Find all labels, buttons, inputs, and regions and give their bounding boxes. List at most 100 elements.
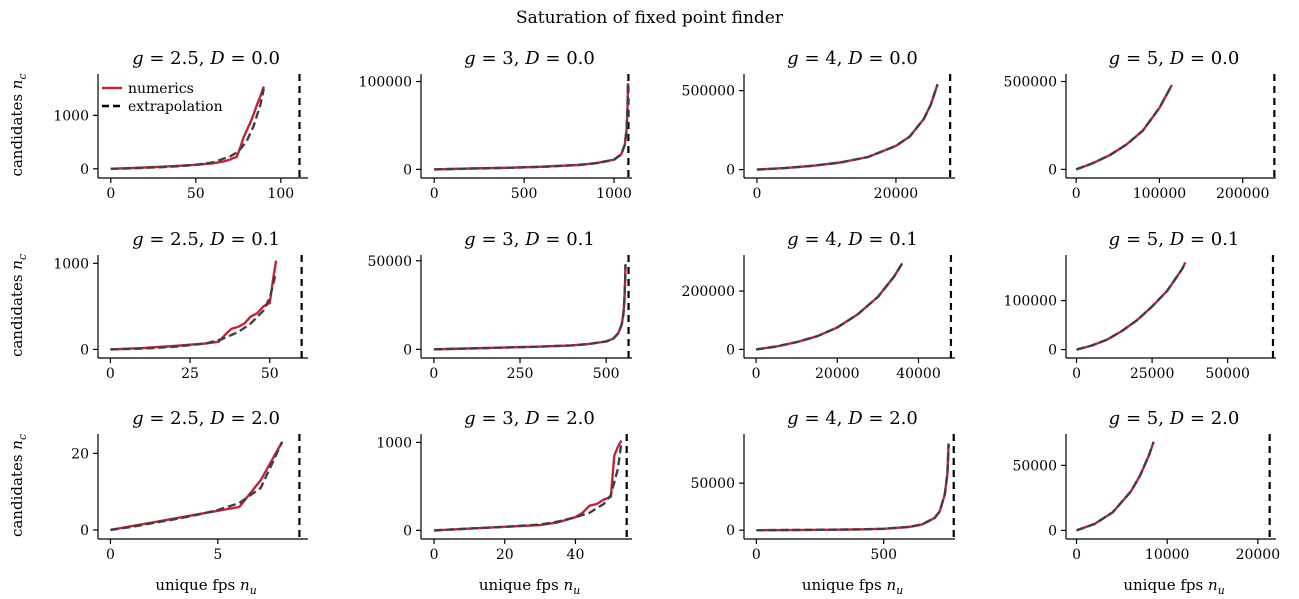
x-tick-label: 25000	[1130, 366, 1175, 382]
series-numerics	[110, 260, 278, 351]
y-tick-label: 0	[403, 162, 412, 178]
x-tick-label: 25	[181, 366, 199, 382]
subplot-8: g = 5, D = 0.1 0 100000 0 25000 50000	[1004, 229, 1276, 382]
y-tick-label: 50000	[1012, 458, 1057, 474]
x-tick-label: 50	[261, 366, 279, 382]
x-tick-label: 0	[752, 186, 761, 202]
series-numerics	[433, 264, 627, 351]
subplot-9: g = 2.5, D = 2.0 0 20 0 5 candidates nc unique…	[8, 408, 308, 597]
subplot-title: g = 3, D = 0.1	[464, 229, 595, 250]
y-tick-label: 0	[1048, 162, 1057, 178]
y-tick-label: 200000	[682, 284, 735, 300]
subplot-title: g = 4, D = 0.1	[787, 229, 918, 250]
y-tick-label: 0	[403, 523, 412, 539]
x-axis-label: unique fps nu	[155, 576, 256, 595]
x-tick-label: 20000	[1236, 547, 1281, 563]
subplot-11: g = 4, D = 2.0 0 50000 0 500 unique fps nu	[690, 408, 955, 597]
subplot-7: g = 4, D = 0.1 0 200000 0 20000 40000	[682, 229, 955, 382]
x-tick-label: 0	[1072, 366, 1081, 382]
x-tick-label: 0	[430, 547, 439, 563]
y-tick-label: 1000	[53, 108, 89, 124]
series-numerics	[434, 83, 630, 171]
y-tick-label: 0	[726, 163, 735, 179]
series-numerics	[110, 441, 284, 532]
series-extrapolation	[110, 441, 284, 532]
x-tick-label: 50	[187, 186, 205, 202]
x-tick-label: 0	[1072, 547, 1081, 563]
subplot-2: g = 3, D = 0.0 0 100000 0 500 1000	[359, 48, 632, 202]
x-tick-label: 40	[567, 547, 585, 563]
legend-numerics-label: numerics	[128, 81, 194, 97]
y-tick-label: 0	[80, 342, 89, 358]
subplot-title: g = 3, D = 0.0	[464, 48, 595, 69]
series-extrapolation	[1075, 84, 1173, 171]
x-tick-label: 500	[511, 186, 538, 202]
x-tick-label: 20000	[874, 186, 919, 202]
series-numerics	[756, 443, 950, 532]
series-numerics	[1075, 84, 1173, 171]
x-tick-label: 0	[1072, 186, 1081, 202]
y-tick-label: 100000	[359, 75, 412, 91]
x-axis-label: unique fps nu	[479, 576, 580, 595]
series-extrapolation	[110, 271, 278, 351]
y-tick-label: 0	[80, 162, 89, 178]
x-tick-label: 0	[429, 366, 438, 382]
y-tick-label: 100000	[1004, 294, 1057, 310]
subplot-title: g = 2.5, D = 0.1	[132, 229, 280, 250]
subplot-5: g = 2.5, D = 0.1 0 1000 0 25 50 candidates nc	[8, 229, 308, 382]
x-tick-label: 0	[106, 366, 115, 382]
y-tick-label: 500000	[1004, 75, 1057, 91]
series-extrapolation	[1076, 261, 1187, 351]
x-tick-label: 100	[267, 186, 294, 202]
y-tick-label: 0	[726, 523, 735, 539]
x-tick-label: 1000	[596, 186, 632, 202]
y-tick-label: 0	[403, 342, 412, 358]
x-tick-label: 0	[752, 366, 761, 382]
y-tick-label: 500000	[682, 84, 735, 100]
y-tick-label: 0	[726, 342, 735, 358]
x-tick-label: 200000	[1216, 186, 1269, 202]
series-numerics	[1076, 441, 1155, 532]
series-extrapolation	[110, 88, 265, 170]
subplot-title: g = 4, D = 2.0	[787, 408, 918, 429]
x-tick-label: 0	[106, 547, 115, 563]
series-numerics	[1076, 261, 1187, 351]
series-numerics	[756, 83, 939, 171]
subplot-6: g = 3, D = 0.1 0 50000 0 250 500	[367, 229, 632, 382]
x-axis-label: unique fps nu	[802, 576, 903, 595]
subplot-title: g = 5, D = 2.0	[1109, 408, 1240, 429]
subplot-title: g = 2.5, D = 2.0	[132, 408, 280, 429]
y-tick-label: 0	[1048, 523, 1057, 539]
x-tick-label: 20000	[815, 366, 860, 382]
x-axis-label: unique fps nu	[1123, 576, 1224, 595]
legend: numerics extrapolation	[102, 81, 223, 115]
series-extrapolation	[755, 262, 904, 351]
y-tick-label: 50000	[367, 254, 412, 270]
y-tick-label: 20	[71, 446, 89, 462]
subplot-12: g = 5, D = 2.0 0 50000 0 10000 20000 unique fp…	[1012, 408, 1281, 597]
x-tick-label: 0	[106, 186, 115, 202]
y-axis-label: candidates nc	[8, 434, 29, 537]
y-tick-label: 1000	[53, 256, 89, 272]
series-extrapolation	[1076, 441, 1155, 532]
x-tick-label: 0	[752, 547, 761, 563]
subplot-10: g = 3, D = 2.0 0 1000 0 20 40 unique fps nu	[376, 408, 632, 597]
series-extrapolation	[756, 83, 939, 171]
x-tick-label: 5	[213, 547, 222, 563]
y-tick-label: 1000	[376, 435, 412, 451]
x-tick-label: 50000	[1205, 366, 1250, 382]
subplot-1: g = 2.5, D = 0.0 0 1000 0 50 100 candidates nc…	[8, 48, 308, 202]
x-tick-label: 500	[593, 366, 620, 382]
y-tick-label: 0	[1048, 343, 1057, 359]
series-extrapolation	[434, 442, 623, 532]
x-tick-label: 40000	[896, 366, 941, 382]
figure-title: Saturation of fixed point finder	[516, 8, 783, 28]
subplot-title: g = 2.5, D = 0.0	[132, 48, 280, 69]
x-tick-label: 20	[496, 547, 514, 563]
x-tick-label: 100000	[1133, 186, 1186, 202]
y-axis-label: candidates nc	[8, 73, 29, 176]
x-tick-label: 250	[507, 366, 534, 382]
series-extrapolation	[433, 264, 627, 351]
y-tick-label: 0	[80, 523, 89, 539]
